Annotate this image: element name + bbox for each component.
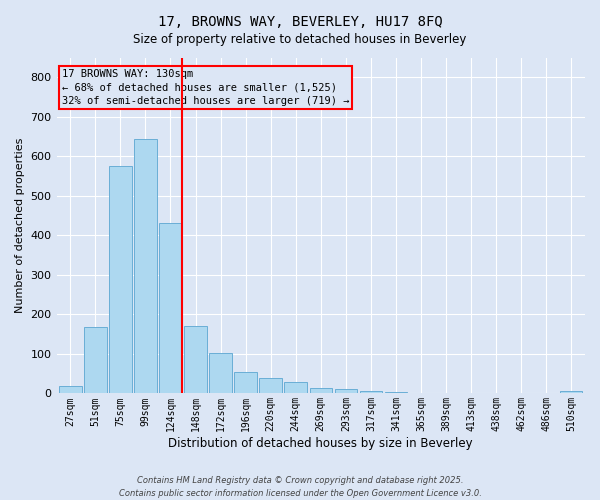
Bar — [159, 224, 182, 394]
Text: 17, BROWNS WAY, BEVERLEY, HU17 8FQ: 17, BROWNS WAY, BEVERLEY, HU17 8FQ — [158, 15, 442, 29]
Bar — [235, 372, 257, 394]
Bar — [84, 327, 107, 394]
Text: 17 BROWNS WAY: 130sqm
← 68% of detached houses are smaller (1,525)
32% of semi-d: 17 BROWNS WAY: 130sqm ← 68% of detached … — [62, 70, 349, 106]
Bar — [184, 326, 207, 394]
Bar — [59, 386, 82, 394]
Bar — [259, 378, 282, 394]
Bar — [284, 382, 307, 394]
Bar — [310, 388, 332, 394]
Bar — [560, 392, 583, 394]
Bar — [134, 138, 157, 394]
X-axis label: Distribution of detached houses by size in Beverley: Distribution of detached houses by size … — [169, 437, 473, 450]
Bar — [109, 166, 131, 394]
Text: Size of property relative to detached houses in Beverley: Size of property relative to detached ho… — [133, 32, 467, 46]
Bar — [209, 352, 232, 394]
Bar — [410, 392, 432, 394]
Bar — [335, 390, 357, 394]
Bar — [359, 392, 382, 394]
Bar — [385, 392, 407, 394]
Y-axis label: Number of detached properties: Number of detached properties — [15, 138, 25, 313]
Text: Contains HM Land Registry data © Crown copyright and database right 2025.
Contai: Contains HM Land Registry data © Crown c… — [119, 476, 481, 498]
